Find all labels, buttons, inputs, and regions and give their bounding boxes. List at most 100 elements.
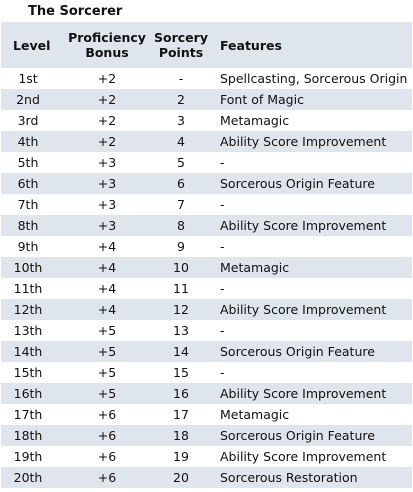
table-row: 2nd +2 2 Font of Magic — [1, 89, 412, 110]
cell-level: 7th — [17, 197, 39, 212]
cell-features: Sorcerous Restoration — [211, 467, 412, 488]
cell-level: 2nd — [1, 89, 63, 110]
header-row: Level Proficiency Bonus Sorcery Points F… — [1, 22, 412, 68]
cell-proficiency-bonus: +5 — [97, 323, 117, 338]
cell-proficiency-bonus: +3 — [97, 197, 117, 212]
cell-level: 16th — [1, 383, 63, 404]
cell-level: 12th — [1, 299, 63, 320]
table-row: 14th +5 14 Sorcerous Origin Feature — [1, 341, 412, 362]
cell-sorcery-points: 20 — [151, 467, 211, 488]
cell-proficiency-bonus: +6 — [63, 467, 151, 488]
cell-features: Ability Score Improvement — [220, 449, 387, 464]
cell-features: Metamagic — [220, 407, 290, 422]
sorcerer-table: Level Proficiency Bonus Sorcery Points F… — [1, 22, 412, 488]
cell-level: 1st — [18, 71, 38, 86]
table-row: 1st +2 - Spellcasting, Sorcerous Origin — [1, 68, 412, 89]
cell-level: 15th — [13, 365, 43, 380]
cell-level: 14th — [1, 341, 63, 362]
cell-sorcery-points: 15 — [173, 365, 189, 380]
cell-features: - — [220, 155, 225, 170]
cell-proficiency-bonus: +2 — [63, 89, 151, 110]
table-row: 15th +5 15 - — [1, 362, 412, 383]
cell-proficiency-bonus: +3 — [63, 173, 151, 194]
cell-features: Spellcasting, Sorcerous Origin — [220, 71, 408, 86]
cell-proficiency-bonus: +4 — [97, 239, 117, 254]
cell-features: Ability Score Improvement — [211, 299, 412, 320]
cell-sorcery-points: 12 — [151, 299, 211, 320]
cell-proficiency-bonus: +5 — [63, 383, 151, 404]
table-row: 3rd +2 3 Metamagic — [1, 110, 412, 131]
cell-sorcery-points: 10 — [151, 257, 211, 278]
cell-level: 18th — [1, 425, 63, 446]
cell-level: 10th — [1, 257, 63, 278]
cell-sorcery-points: 8 — [151, 215, 211, 236]
cell-level: 17th — [13, 407, 43, 422]
cell-level: 3rd — [17, 113, 39, 128]
cell-sorcery-points: 9 — [177, 239, 185, 254]
header-proficiency-bonus: Proficiency Bonus — [63, 22, 151, 68]
cell-level: 6th — [1, 173, 63, 194]
header-level: Level — [1, 22, 63, 68]
table-row: 6th +3 6 Sorcerous Origin Feature — [1, 173, 412, 194]
cell-proficiency-bonus: +2 — [97, 71, 117, 86]
cell-proficiency-bonus: +6 — [97, 449, 117, 464]
header-proficiency-line2: Bonus — [85, 45, 129, 60]
cell-level: 13th — [13, 323, 43, 338]
cell-proficiency-bonus: +4 — [63, 257, 151, 278]
table-caption: The Sorcerer — [28, 4, 123, 19]
cell-sorcery-points: 18 — [151, 425, 211, 446]
cell-sorcery-points: 13 — [173, 323, 189, 338]
cell-sorcery-points: 6 — [151, 173, 211, 194]
cell-features: Ability Score Improvement — [211, 215, 412, 236]
cell-sorcery-points: 19 — [173, 449, 189, 464]
cell-features: - — [220, 197, 225, 212]
cell-proficiency-bonus: +5 — [97, 365, 117, 380]
cell-features: - — [220, 281, 225, 296]
cell-level: 8th — [1, 215, 63, 236]
header-proficiency-line1: Proficiency — [68, 30, 146, 45]
cell-proficiency-bonus: +6 — [63, 425, 151, 446]
cell-features: Metamagic — [220, 113, 290, 128]
cell-sorcery-points: 16 — [151, 383, 211, 404]
cell-level: 4th — [1, 131, 63, 152]
cell-features: - — [220, 239, 225, 254]
table-row: 11th +4 11 - — [1, 278, 412, 299]
table-row: 12th +4 12 Ability Score Improvement — [1, 299, 412, 320]
cell-level: 5th — [17, 155, 39, 170]
table-row: 13th +5 13 - — [1, 320, 412, 341]
table-row: 4th +2 4 Ability Score Improvement — [1, 131, 412, 152]
cell-proficiency-bonus: +5 — [63, 341, 151, 362]
cell-sorcery-points: 3 — [177, 113, 185, 128]
cell-sorcery-points: 5 — [177, 155, 185, 170]
cell-features: Font of Magic — [211, 89, 412, 110]
header-sorcery-line2: Points — [158, 45, 204, 60]
header-sorcery-points: Sorcery Points — [151, 22, 211, 68]
table-row: 19th +6 19 Ability Score Improvement — [1, 446, 412, 467]
cell-proficiency-bonus: +6 — [97, 407, 117, 422]
cell-level: 20th — [1, 467, 63, 488]
table-row: 16th +5 16 Ability Score Improvement — [1, 383, 412, 404]
cell-features: Metamagic — [211, 257, 412, 278]
table-row: 20th +6 20 Sorcerous Restoration — [1, 467, 412, 488]
cell-proficiency-bonus: +3 — [97, 155, 117, 170]
cell-sorcery-points: 4 — [151, 131, 211, 152]
header-features: Features — [211, 22, 412, 68]
cell-level: 9th — [17, 239, 39, 254]
cell-features: Ability Score Improvement — [211, 131, 412, 152]
cell-features: Sorcerous Origin Feature — [211, 425, 412, 446]
cell-features: Sorcerous Origin Feature — [211, 341, 412, 362]
table-row: 9th +4 9 - — [1, 236, 412, 257]
cell-sorcery-points: 11 — [173, 281, 189, 296]
table-row: 18th +6 18 Sorcerous Origin Feature — [1, 425, 412, 446]
cell-sorcery-points: 2 — [151, 89, 211, 110]
cell-sorcery-points: 7 — [177, 197, 185, 212]
table-row: 7th +3 7 - — [1, 194, 412, 215]
table-row: 8th +3 8 Ability Score Improvement — [1, 215, 412, 236]
cell-sorcery-points: 14 — [151, 341, 211, 362]
cell-sorcery-points: - — [178, 71, 184, 86]
cell-level: 19th — [13, 449, 43, 464]
cell-features: Ability Score Improvement — [211, 383, 412, 404]
header-sorcery-line1: Sorcery — [154, 30, 208, 45]
table-row: 17th +6 17 Metamagic — [1, 404, 412, 425]
cell-proficiency-bonus: +4 — [63, 299, 151, 320]
